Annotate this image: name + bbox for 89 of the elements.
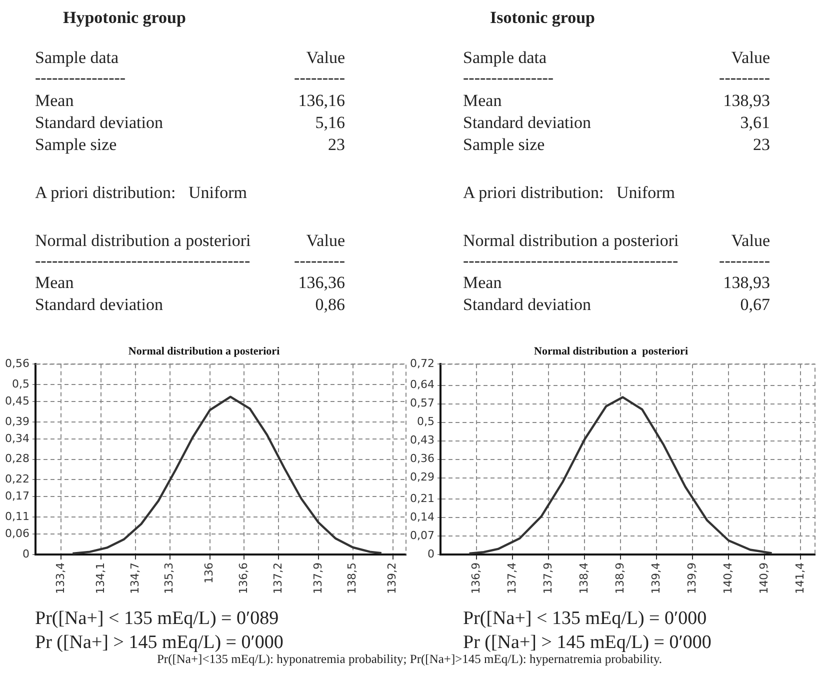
x-tick-label: 134,7: [128, 562, 142, 594]
y-tick-label: 0,45: [4, 394, 30, 408]
text: Standard deviation: [35, 113, 163, 133]
x-tick-label: 140,9: [757, 562, 770, 594]
text: 138,93: [723, 273, 770, 293]
y-tick-label: 0,5: [416, 415, 434, 428]
text: Pr([Na+]<135 mEq/L): hyponatremia probability; Pr([Na+]>145 mEq/L): hypernatremia probability.: [156, 652, 664, 667]
y-tick-label: 0,64: [410, 378, 434, 392]
text: Value: [731, 231, 770, 251]
text: --------------------------------------: [463, 251, 678, 271]
y-tick-label: 0,36: [410, 452, 434, 466]
y-tick-label: 0,57: [410, 396, 434, 410]
text: 5,16: [315, 113, 345, 133]
x-tick-label: 138,5: [346, 562, 359, 594]
text: 3,61: [740, 113, 770, 133]
x-tick-label: 139,4: [649, 562, 662, 594]
y-tick-label: 0: [22, 547, 30, 560]
text: Mean: [463, 273, 502, 293]
y-tick-label: 0,07: [410, 528, 434, 542]
text: Pr([Na+] < 135 mEq/L) = 0′089: [35, 608, 279, 630]
x-tick-label: 140,4: [721, 562, 734, 594]
text: Value: [306, 231, 345, 251]
text: Standard deviation: [463, 295, 591, 315]
text: Value: [306, 48, 345, 68]
text: Mean: [463, 91, 502, 111]
text: Sample size: [35, 135, 117, 155]
text: --------------------------------------: [35, 251, 250, 271]
chart-subtitle: Normal distribution a posteriori: [128, 345, 280, 358]
y-tick-label: 0,17: [4, 490, 30, 503]
y-tick-label: 0,29: [410, 470, 434, 484]
chart-title: Hypotonic group: [63, 8, 186, 28]
y-tick-label: 0,11: [4, 510, 30, 523]
text: Pr ([Na+] > 145 mEq/L) = 0′000: [463, 632, 712, 654]
chart-title: Isotonic group: [490, 8, 596, 28]
x-tick-label: 139,2: [386, 562, 399, 594]
x-tick-label: 141,4: [793, 562, 806, 594]
y-tick-label: 0,72: [410, 357, 434, 370]
y-tick-label: 0,43: [410, 434, 434, 447]
text: Mean: [35, 273, 74, 293]
text: 136,36: [298, 273, 345, 293]
text: 0,86: [315, 295, 345, 315]
y-tick-label: 0,21: [410, 492, 434, 505]
x-tick-label: 133,4: [54, 562, 68, 594]
text: Standard deviation: [35, 295, 163, 315]
text: ---------: [719, 68, 770, 88]
y-tick-label: 0,34: [4, 432, 30, 445]
text: ---------: [294, 68, 345, 88]
x-tick-label: 136,9: [469, 562, 482, 594]
x-tick-label: 135,3: [162, 562, 176, 594]
x-tick-label: 134,1: [94, 562, 108, 594]
text: 136,16: [298, 91, 345, 111]
x-tick-label: 136: [202, 562, 216, 584]
text: 0,67: [740, 295, 770, 315]
text: Mean: [35, 91, 74, 111]
text: Normal distribution a posteriori: [35, 231, 251, 251]
text: 23: [328, 135, 345, 155]
y-tick-label: 0,22: [4, 472, 30, 486]
text: 138,93: [723, 91, 770, 111]
text: A priori distribution: Uniform: [35, 183, 248, 203]
text: Sample data: [35, 48, 119, 68]
text: A priori distribution: Uniform: [463, 183, 676, 203]
x-tick-label: 137,4: [505, 562, 518, 594]
x-tick-label: 138,9: [613, 562, 626, 594]
text: Sample size: [463, 135, 545, 155]
text: Standard deviation: [463, 113, 591, 133]
text: Value: [731, 48, 770, 68]
y-tick-label: 0,06: [4, 526, 30, 540]
text: ---------: [294, 251, 345, 271]
y-tick-label: 0,14: [410, 510, 434, 524]
x-tick-label: 137,9: [311, 562, 324, 594]
y-tick-label: 0: [427, 547, 434, 560]
x-tick-label: 137,9: [541, 562, 554, 594]
x-tick-label: 136,6: [237, 562, 250, 594]
x-tick-label: 137,2: [271, 562, 284, 594]
text: 23: [753, 135, 770, 155]
text: ---------: [719, 251, 770, 271]
text: Sample data: [463, 48, 547, 68]
text: Pr([Na+] < 135 mEq/L) = 0′000: [463, 608, 707, 630]
x-tick-label: 139,9: [685, 562, 698, 594]
text: ----------------: [35, 68, 126, 88]
text: Normal distribution a posteriori: [463, 231, 679, 251]
y-tick-label: 0,5: [12, 377, 30, 390]
x-tick-label: 138,4: [577, 562, 590, 594]
y-tick-label: 0,56: [4, 357, 30, 370]
y-tick-label: 0,28: [4, 452, 30, 466]
chart-subtitle: Normal distribution a posteriori: [534, 345, 688, 358]
y-tick-label: 0,39: [4, 414, 30, 428]
text: Pr ([Na+] > 145 mEq/L) = 0′000: [35, 632, 284, 654]
text: ----------------: [463, 68, 554, 88]
